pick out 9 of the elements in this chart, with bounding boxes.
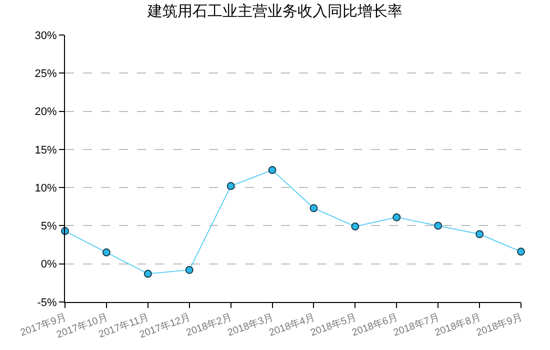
y-tick-label: -5% <box>37 296 58 309</box>
y-tick-label: 25% <box>34 68 58 80</box>
chart-title: 建筑用石工业主营业务收入同比增长率 <box>146 2 402 20</box>
y-tick-label: 10% <box>34 182 58 194</box>
y-tick-label: 20% <box>34 106 58 118</box>
y-tick-label: 15% <box>34 144 58 156</box>
y-tick-label: 5% <box>40 220 58 233</box>
y-tick-label: 0% <box>40 258 58 271</box>
y-tick-label: 30% <box>34 30 58 42</box>
